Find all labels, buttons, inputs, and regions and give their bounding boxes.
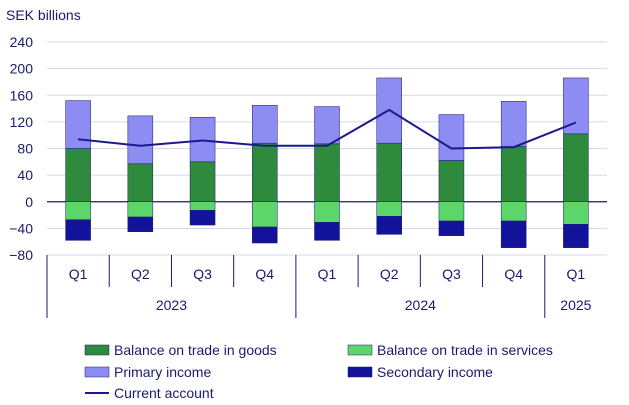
bar-segment: [376, 216, 402, 235]
bar-series: [65, 77, 589, 248]
bar-segment: [563, 77, 589, 135]
bar-segment: [252, 104, 278, 144]
bar-segment: [314, 106, 340, 145]
bar-segment: [65, 201, 91, 220]
bar-segment: [438, 160, 465, 202]
bar-segment: [500, 146, 527, 203]
year-label: 2025: [560, 297, 591, 313]
x-tick-label: Q2: [380, 266, 399, 282]
bar-segment: [127, 201, 154, 218]
bar-segment: [500, 201, 527, 222]
x-axis: Q1 Q2 Q3 Q4 Q1 Q2 Q3 Q4 Q1 2023 2024 2025: [46, 255, 592, 318]
bar-segment: [127, 163, 154, 202]
bar-segment: [314, 222, 340, 241]
legend-label: Primary income: [114, 364, 211, 380]
y-tick-label: 40: [17, 167, 33, 183]
y-tick-label: −80: [9, 247, 33, 263]
y-tick-label: 160: [10, 87, 34, 103]
x-tick-label: Q1: [318, 266, 337, 282]
year-label: 2024: [405, 297, 436, 313]
year-label: 2023: [156, 297, 187, 313]
x-tick-label: Q2: [131, 266, 150, 282]
legend: Balance on trade in goods Balance on trad…: [84, 342, 553, 401]
bar-segment: [438, 201, 465, 222]
legend-swatch: [347, 366, 373, 378]
legend-swatch: [84, 366, 110, 378]
bar-segment: [500, 220, 527, 248]
x-tick-label: Q1: [69, 266, 88, 282]
bar-segment: [65, 100, 91, 149]
bar-segment: [376, 142, 402, 203]
bar-segment: [65, 148, 91, 202]
legend-swatch: [84, 344, 110, 356]
x-tick-label: Q4: [255, 266, 274, 282]
bar-segment: [563, 133, 589, 202]
bar-segment: [127, 115, 154, 165]
y-axis-unit-label: SEK billions: [6, 7, 81, 23]
x-tick-label: Q4: [504, 266, 523, 282]
bar-segment: [127, 216, 154, 232]
current-account-line: [77, 108, 577, 150]
bar-segment: [189, 201, 216, 211]
y-tick-label: −40: [9, 220, 33, 236]
y-tick-label: 0: [25, 194, 33, 210]
x-tick-label: Q3: [193, 266, 212, 282]
bar-segment: [65, 219, 91, 241]
bar-segment: [563, 224, 589, 248]
bar-segment: [252, 226, 278, 244]
bar-segment: [189, 161, 216, 202]
bar-segment: [252, 201, 278, 228]
line-series: [77, 108, 577, 150]
y-axis-ticks: 240 200 160 120 80 40 0 −40 −80: [9, 34, 33, 263]
bar-segment: [314, 201, 340, 223]
legend-label: Current account: [114, 385, 214, 401]
bar-segment: [438, 114, 465, 161]
y-tick-label: 120: [10, 114, 34, 130]
bar-segment: [314, 143, 340, 202]
bar-segment: [252, 142, 278, 203]
x-tick-label: Q3: [442, 266, 461, 282]
bar-segment: [500, 100, 527, 147]
y-tick-label: 80: [17, 141, 33, 157]
bar-segment: [376, 201, 402, 217]
y-tick-label: 200: [10, 61, 34, 77]
bar-segment: [189, 210, 216, 226]
x-tick-label: Q1: [567, 266, 586, 282]
bar-segment: [438, 220, 465, 236]
y-tick-label: 240: [10, 34, 34, 50]
legend-label: Secondary income: [377, 364, 493, 380]
bar-segment: [189, 116, 216, 163]
legend-swatch: [347, 344, 373, 356]
bar-segment: [563, 201, 589, 225]
legend-label: Balance on trade in goods: [114, 342, 277, 358]
legend-label: Balance on trade in services: [377, 342, 553, 358]
